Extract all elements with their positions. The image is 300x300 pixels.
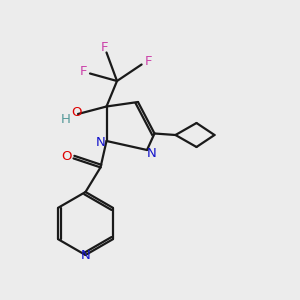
Text: O: O (71, 106, 82, 119)
Text: F: F (145, 55, 152, 68)
Text: N: N (96, 136, 106, 149)
Text: H: H (61, 113, 70, 126)
Text: F: F (101, 40, 109, 54)
Text: N: N (147, 147, 156, 160)
Text: O: O (62, 150, 72, 164)
Text: F: F (80, 64, 87, 78)
Text: N: N (81, 249, 90, 262)
